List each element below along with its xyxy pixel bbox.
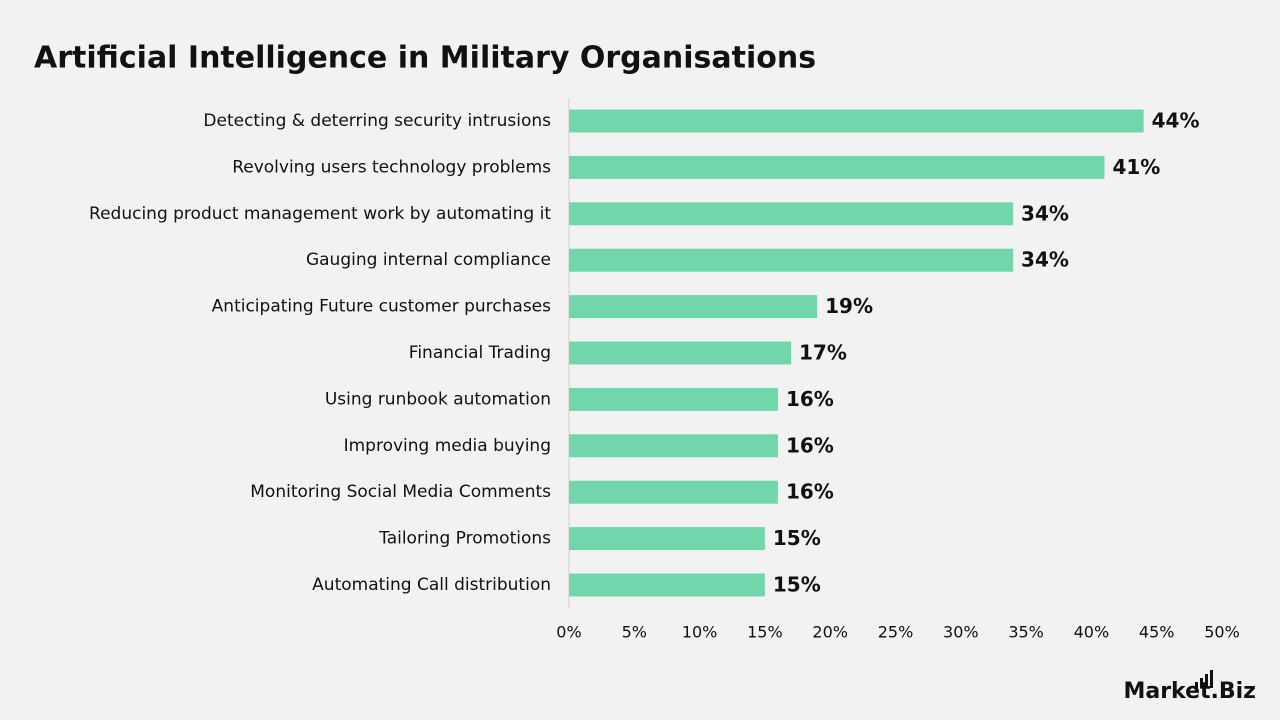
value-label: 17% xyxy=(799,341,847,365)
bar xyxy=(569,434,778,458)
bar xyxy=(569,341,792,365)
y-tick-label: Anticipating Future customer purchases xyxy=(212,297,551,317)
x-tick-label: 25% xyxy=(878,623,914,642)
value-label: 19% xyxy=(825,294,873,318)
value-label: 16% xyxy=(786,433,834,457)
value-label: 34% xyxy=(1021,201,1069,225)
value-label: 16% xyxy=(786,387,834,411)
y-tick-label: Detecting & deterring security intrusion… xyxy=(203,111,551,131)
value-label: 34% xyxy=(1021,248,1069,272)
value-label: 15% xyxy=(773,526,821,550)
logo: Market.Biz xyxy=(1123,679,1256,704)
y-tick-label: Gauging internal compliance xyxy=(306,250,551,270)
x-tick-label: 15% xyxy=(747,623,783,642)
y-tick-label: Reducing product management work by auto… xyxy=(89,204,551,224)
x-tick-label: 45% xyxy=(1139,623,1175,642)
bar xyxy=(569,527,765,551)
x-tick-label: 35% xyxy=(1008,623,1044,642)
y-tick-label: Using runbook automation xyxy=(325,389,551,409)
x-tick-label: 20% xyxy=(812,623,848,642)
logo-icon xyxy=(1195,670,1213,688)
y-tick-label: Financial Trading xyxy=(409,343,551,363)
y-tick-label: Automating Call distribution xyxy=(312,575,551,595)
x-tick-label: 10% xyxy=(682,623,718,642)
bar xyxy=(569,202,1014,226)
chart-title: Artificial Intelligence in Military Orga… xyxy=(34,41,816,76)
value-label: 15% xyxy=(773,573,821,597)
value-label: 41% xyxy=(1112,155,1160,179)
x-tick-label: 0% xyxy=(556,623,581,642)
y-tick-label: Revolving users technology problems xyxy=(232,157,551,177)
bar xyxy=(569,155,1105,179)
y-tick-label: Monitoring Social Media Comments xyxy=(250,482,551,502)
x-tick-label: 30% xyxy=(943,623,979,642)
x-tick-label: 50% xyxy=(1204,623,1240,642)
y-tick-label: Improving media buying xyxy=(344,436,551,456)
bar xyxy=(569,573,765,597)
bar xyxy=(569,248,1014,272)
x-tick-label: 40% xyxy=(1074,623,1110,642)
x-tick-label: 5% xyxy=(622,623,647,642)
bar xyxy=(569,480,778,504)
y-tick-label: Tailoring Promotions xyxy=(378,529,551,549)
bar xyxy=(569,295,818,319)
bar xyxy=(569,387,778,411)
value-label: 44% xyxy=(1152,109,1200,133)
bar xyxy=(569,109,1144,133)
value-label: 16% xyxy=(786,480,834,504)
